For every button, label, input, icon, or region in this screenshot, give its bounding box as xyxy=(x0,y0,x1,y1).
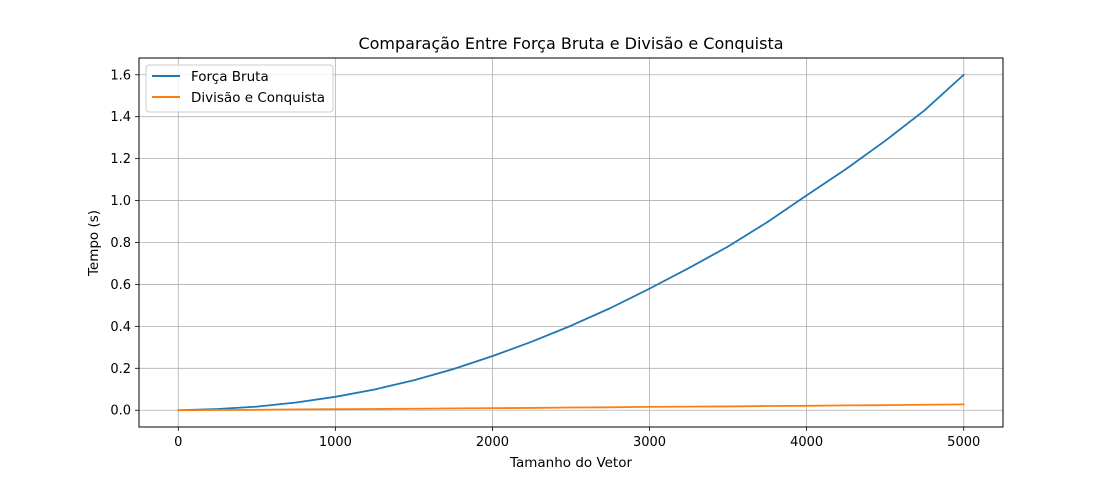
x-tick-label: 2000 xyxy=(476,435,509,450)
x-axis-label: Tamanho do Vetor xyxy=(509,455,633,471)
y-tick-label: 0.8 xyxy=(110,236,131,251)
legend: Força Bruta Divisão e Conquista xyxy=(145,64,334,113)
y-tick-label: 1.6 xyxy=(110,68,131,83)
series-line-forca-bruta xyxy=(177,73,965,412)
series-line-divisao-e-conquista xyxy=(177,403,965,412)
x-tick-label: 0 xyxy=(174,435,182,450)
legend-label-forca-bruta: Força Bruta xyxy=(191,69,269,85)
y-tick-label: 1.4 xyxy=(110,110,131,125)
y-tick-label: 1.0 xyxy=(110,194,131,209)
y-tick-label: 0.0 xyxy=(110,404,131,419)
legend-label-divisao-e-conquista: Divisão e Conquista xyxy=(191,90,325,106)
y-tick-label: 0.2 xyxy=(110,362,131,377)
series-lines xyxy=(177,73,965,412)
x-axis: 0 1000 2000 3000 4000 5000 xyxy=(174,427,980,450)
x-tick-label: 3000 xyxy=(633,435,666,450)
y-tick-label: 0.6 xyxy=(110,278,131,293)
y-tick-label: 1.2 xyxy=(110,152,131,167)
x-tick-label: 5000 xyxy=(947,435,980,450)
legend-box xyxy=(145,64,334,113)
chart-title: Comparação Entre Força Bruta e Divisão e… xyxy=(358,34,783,53)
x-tick-label: 4000 xyxy=(790,435,823,450)
y-tick-label: 0.4 xyxy=(110,320,131,335)
y-axis-label: Tempo (s) xyxy=(86,210,102,277)
x-tick-label: 1000 xyxy=(319,435,352,450)
y-axis: 0.0 0.2 0.4 0.6 0.8 1.0 1.2 1.4 1.6 xyxy=(110,68,139,419)
grid-lines xyxy=(139,58,1003,427)
